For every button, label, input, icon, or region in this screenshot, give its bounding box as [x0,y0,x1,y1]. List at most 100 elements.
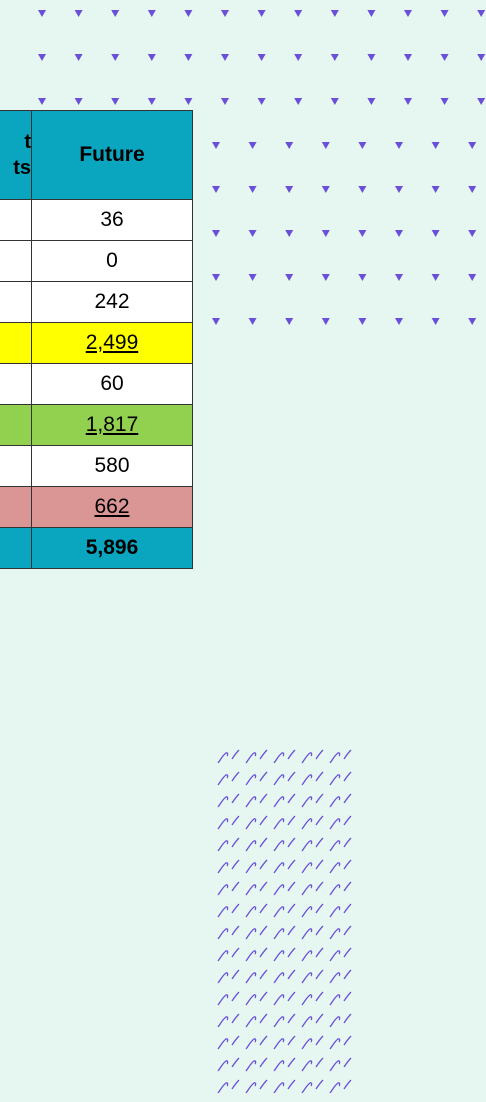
triangle [468,274,476,281]
triangle [212,274,220,281]
triangle [432,142,440,149]
triangle [358,274,366,281]
cell [0,446,32,487]
triangle [212,142,220,149]
triangle [322,318,330,325]
triangle [249,318,257,325]
triangle [404,10,412,17]
triangle [249,186,257,193]
triangle [38,10,46,17]
triangle [75,98,83,105]
triangle [212,318,220,325]
table-row: 0 [0,241,193,282]
triangle [477,10,485,17]
cell: 662 [32,487,193,528]
triangle [75,10,83,17]
table-row: 2,499 [0,323,193,364]
triangle [477,54,485,61]
triangle [249,230,257,237]
triangle [395,274,403,281]
triangle [285,186,293,193]
triangle [322,186,330,193]
triangle [322,274,330,281]
triangle [38,98,46,105]
triangle [285,318,293,325]
triangle [111,54,119,61]
cell [0,364,32,405]
triangle [441,98,449,105]
triangle [184,10,192,17]
triangle [358,318,366,325]
cell: 242 [32,282,193,323]
triangle [468,186,476,193]
cell [0,405,32,446]
triangle [367,10,375,17]
triangle [468,318,476,325]
triangle [258,54,266,61]
cell: 1,817 [32,405,193,446]
cell [0,282,32,323]
triangle [395,186,403,193]
triangle [468,230,476,237]
table-row: 60 [0,364,193,405]
triangle [221,10,229,17]
triangle [184,54,192,61]
table-row: 36 [0,200,193,241]
triangle [258,98,266,105]
table-row: 1,817 [0,405,193,446]
triangle [258,10,266,17]
cell: 580 [32,446,193,487]
triangle [249,274,257,281]
triangle [477,98,485,105]
triangle [367,98,375,105]
triangle [148,10,156,17]
cell [0,528,32,569]
cell: 2,499 [32,323,193,364]
table-row: 242 [0,282,193,323]
triangle [432,186,440,193]
triangle [322,230,330,237]
triangle [395,142,403,149]
triangle [111,10,119,17]
cell [0,241,32,282]
triangle [285,274,293,281]
triangle [395,318,403,325]
cell: 5,896 [32,528,193,569]
triangle [358,142,366,149]
triangle [294,98,302,105]
triangle [111,98,119,105]
triangle [75,54,83,61]
triangle [221,54,229,61]
triangle [294,10,302,17]
cell: 36 [32,200,193,241]
triangle [148,54,156,61]
triangle [331,54,339,61]
triangle [322,142,330,149]
header-fragment-line: ts [13,157,31,179]
triangle [441,54,449,61]
cell [0,323,32,364]
triangle [358,230,366,237]
triangle [404,54,412,61]
triangle [432,230,440,237]
triangle [285,230,293,237]
triangle [331,98,339,105]
triangle [148,98,156,105]
table-row: 662 [0,487,193,528]
slide: t ts Future 3602422,499601,8175806625,896 [0,0,486,1102]
triangle [468,142,476,149]
triangle [249,142,257,149]
cell: 60 [32,364,193,405]
triangle [212,230,220,237]
triangle [212,186,220,193]
triangle [367,54,375,61]
triangle [285,142,293,149]
triangle [404,98,412,105]
header-fragment-line: t [24,131,31,153]
cell: 0 [32,241,193,282]
cell [0,200,32,241]
column-header: Future [32,111,193,200]
triangle [395,230,403,237]
triangle [221,98,229,105]
cell [0,487,32,528]
